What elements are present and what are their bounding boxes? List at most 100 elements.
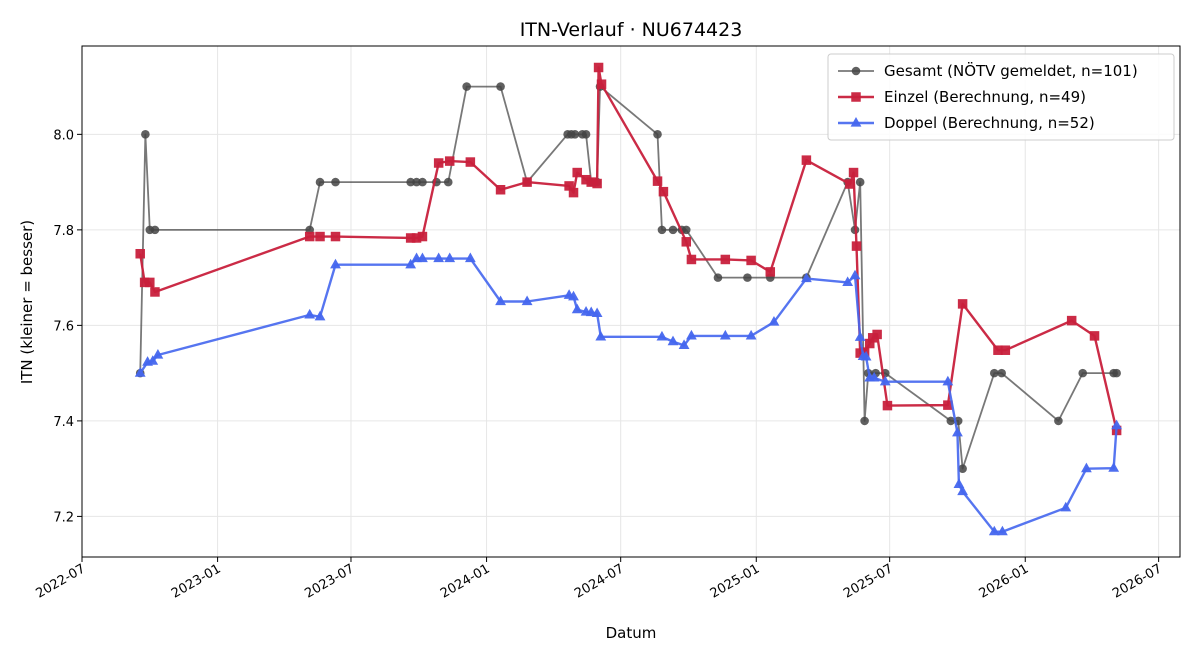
series-3 [134, 252, 1123, 536]
data-point [743, 273, 752, 282]
data-point [495, 295, 506, 306]
data-point [989, 368, 999, 378]
data-point [958, 464, 967, 473]
data-point [331, 177, 340, 187]
data-point [849, 269, 861, 280]
data-point [768, 316, 780, 326]
data-point [150, 225, 160, 235]
y-axis-label: ITN (kleiner = besser) [18, 220, 36, 384]
data-point [330, 231, 341, 242]
legend-swatch-marker [850, 117, 862, 127]
data-point [882, 400, 893, 411]
y-tick-label: 7.4 [53, 415, 74, 430]
legend-box [827, 53, 1175, 141]
data-point [568, 290, 579, 301]
data-point [315, 231, 325, 242]
data-point [581, 174, 591, 185]
data-point [596, 79, 607, 89]
data-point [135, 248, 145, 259]
data-point [141, 130, 150, 139]
data-point [848, 167, 859, 178]
data-point [667, 335, 679, 346]
data-point [315, 177, 325, 187]
data-point [854, 331, 866, 341]
data-point [957, 485, 969, 496]
data-point [952, 426, 963, 437]
data-point [957, 299, 968, 309]
y-tick-label: 8.0 [53, 128, 74, 143]
data-point [406, 177, 415, 187]
data-point [653, 130, 662, 139]
data-point [411, 233, 422, 243]
data-point [1000, 345, 1011, 355]
data-point [859, 347, 870, 357]
data-point [943, 400, 953, 410]
data-point [418, 177, 427, 187]
data-point [656, 330, 668, 341]
data-point [592, 178, 602, 189]
data-point [681, 225, 691, 235]
data-point [746, 255, 756, 266]
data-point [595, 330, 607, 341]
data-point [522, 177, 532, 187]
series-layer [134, 62, 1123, 536]
data-point [1060, 501, 1072, 512]
data-point [855, 177, 865, 187]
data-point [993, 345, 1003, 355]
data-point [872, 329, 882, 340]
data-point [997, 525, 1008, 536]
data-point [860, 350, 872, 361]
data-point [686, 329, 697, 340]
data-point [462, 82, 471, 91]
y-tick-label: 7.6 [53, 319, 74, 334]
y-tick-label: 7.2 [53, 510, 74, 525]
data-point [1054, 416, 1063, 426]
data-point [946, 416, 956, 426]
data-point [801, 155, 812, 165]
legend-item: Gesamt (NÖTV gemeldet, n=101) [838, 61, 1138, 80]
data-point [330, 258, 341, 269]
data-point [1066, 315, 1077, 326]
data-point [417, 231, 428, 242]
data-point [745, 329, 757, 340]
data-point [860, 416, 869, 426]
data-point [581, 130, 591, 139]
data-point [765, 267, 776, 277]
data-point [521, 295, 533, 306]
data-point [564, 181, 574, 191]
data-point [865, 338, 875, 349]
data-point [572, 167, 582, 178]
data-point [953, 478, 965, 489]
data-point [304, 231, 315, 242]
data-point [304, 308, 316, 319]
data-point [433, 158, 444, 168]
y-axis-ticks: 7.2 7.4 7.6 7.8 8.0 [53, 128, 82, 525]
data-point [713, 273, 723, 282]
data-point [314, 310, 326, 321]
legend: Gesamt (NÖTV gemeldet, n=101) Einzel (Ber… [827, 53, 1175, 141]
data-point [1111, 419, 1123, 430]
data-point [657, 225, 667, 235]
data-point [1089, 331, 1100, 341]
data-point [444, 156, 455, 166]
data-point [942, 375, 954, 386]
data-point [1112, 368, 1121, 378]
data-point [1081, 462, 1092, 473]
data-point [147, 355, 159, 365]
data-point [465, 157, 476, 167]
data-point [1078, 368, 1088, 378]
data-point [845, 179, 855, 189]
data-point [719, 329, 731, 340]
data-point [152, 348, 164, 359]
data-point [496, 82, 505, 91]
data-point [134, 367, 146, 377]
data-point [417, 252, 428, 263]
chart-title: ITN-Verlauf · NU674423 [520, 19, 743, 41]
series-2 [135, 62, 1122, 436]
data-point [678, 339, 690, 350]
data-point [668, 225, 678, 235]
legend-swatch-marker [851, 66, 861, 76]
plot-frame [81, 45, 1181, 558]
data-point [150, 287, 160, 297]
